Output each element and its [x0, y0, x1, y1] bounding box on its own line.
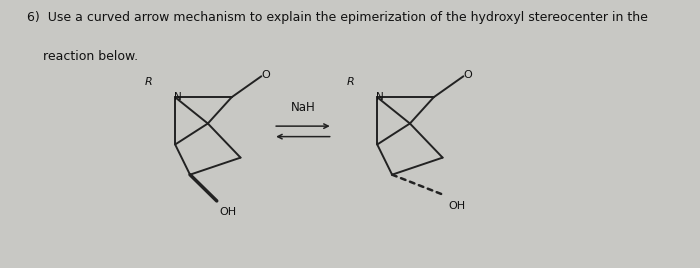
Text: N: N [377, 92, 384, 102]
Text: O: O [262, 70, 270, 80]
Text: R: R [346, 76, 354, 87]
Text: O: O [464, 70, 473, 80]
Text: NaH: NaH [290, 101, 315, 114]
Text: 6)  Use a curved arrow mechanism to explain the epimerization of the hydroxyl st: 6) Use a curved arrow mechanism to expla… [27, 11, 648, 24]
Text: reaction below.: reaction below. [27, 50, 138, 63]
Text: N: N [174, 92, 182, 102]
Text: OH: OH [220, 207, 237, 218]
Text: R: R [144, 76, 153, 87]
Text: OH: OH [449, 201, 466, 211]
